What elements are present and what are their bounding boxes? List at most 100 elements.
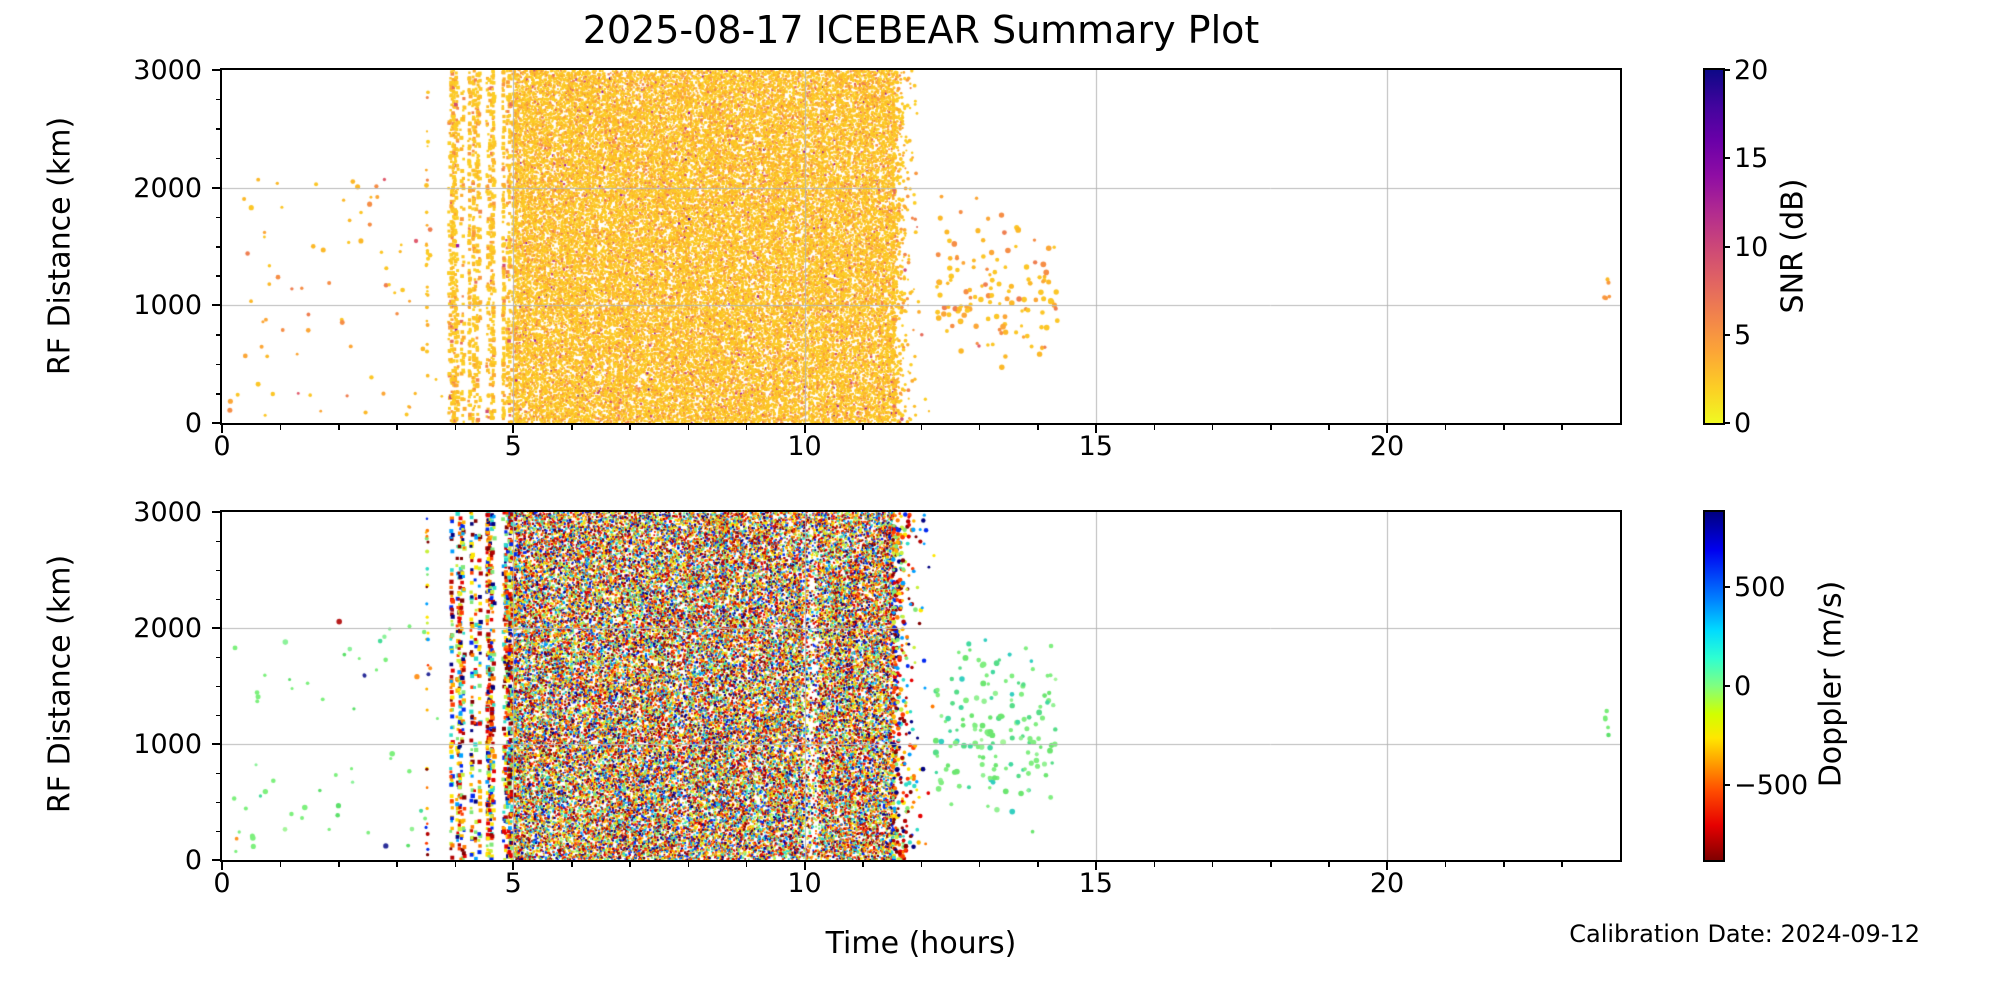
x-minor-tick — [1561, 862, 1563, 867]
x-minor-tick — [571, 862, 573, 867]
x-tick-label: 0 — [213, 431, 231, 462]
colorbar-tick — [1725, 783, 1730, 786]
x-tick-label: 15 — [1078, 431, 1113, 462]
y-minor-tick — [215, 246, 220, 248]
calibration-date-note: Calibration Date: 2024-09-12 — [1569, 920, 1920, 948]
x-minor-tick — [920, 862, 922, 867]
panel-snr — [220, 68, 1622, 425]
y-minor-tick — [215, 157, 220, 160]
colorbar-tick — [1725, 69, 1730, 71]
x-minor-tick — [687, 425, 689, 430]
y-major-tick — [212, 627, 220, 629]
x-tick-label: 20 — [1369, 868, 1405, 899]
snr-colorbar — [1703, 68, 1725, 425]
x-minor-tick — [1444, 862, 1447, 867]
x-tick-label: 20 — [1369, 431, 1405, 462]
x-major-tick — [1094, 862, 1097, 870]
x-minor-tick — [454, 425, 456, 430]
y-major-tick — [212, 743, 220, 745]
panel-doppler — [220, 510, 1622, 862]
y-major-tick — [212, 859, 220, 861]
x-minor-tick — [745, 862, 748, 867]
y-tick-label: 0 — [184, 408, 202, 439]
x-tick-label: 15 — [1078, 868, 1113, 899]
y-tick-label: 1000 — [133, 290, 202, 322]
y-major-tick — [212, 511, 220, 513]
y-major-tick — [212, 422, 220, 424]
colorbar-tick — [1725, 422, 1730, 424]
y-minor-tick — [215, 128, 220, 130]
y-minor-tick — [215, 216, 220, 219]
y-minor-tick — [215, 830, 220, 832]
x-minor-tick — [1270, 862, 1272, 867]
x-minor-tick — [571, 425, 573, 430]
y-tick-label: 2000 — [133, 172, 202, 204]
x-tick-label: 0 — [213, 868, 231, 899]
x-minor-tick — [1328, 425, 1330, 430]
y-minor-tick — [215, 598, 220, 600]
x-minor-tick — [629, 862, 631, 867]
x-minor-tick — [338, 425, 340, 430]
x-minor-tick — [1444, 425, 1447, 430]
x-minor-tick — [862, 862, 864, 867]
x-minor-tick — [279, 862, 282, 867]
x-major-tick — [512, 862, 515, 870]
doppler-y-axis-label: RF Distance (km) — [42, 554, 78, 814]
x-tick-label: 10 — [787, 868, 822, 899]
x-minor-tick — [745, 425, 748, 430]
x-major-tick — [1386, 862, 1388, 870]
x-minor-tick — [396, 425, 398, 430]
colorbar-tick — [1725, 245, 1730, 248]
snr-y-axis-label: RF Distance (km) — [42, 116, 78, 376]
colorbar-tick — [1725, 685, 1730, 687]
x-tick-label: 10 — [787, 431, 822, 462]
x-minor-tick — [1153, 862, 1155, 867]
x-minor-tick — [1211, 425, 1214, 430]
y-minor-tick — [215, 569, 220, 571]
x-tick-label: 5 — [504, 868, 522, 899]
x-major-tick — [221, 862, 223, 870]
x-minor-tick — [629, 425, 631, 430]
y-minor-tick — [215, 801, 220, 803]
x-minor-tick — [338, 862, 340, 867]
y-minor-tick — [215, 393, 220, 395]
x-minor-tick — [1328, 862, 1330, 867]
y-minor-tick — [215, 540, 220, 542]
y-minor-tick — [215, 685, 220, 687]
x-minor-tick — [1503, 425, 1505, 430]
x-minor-tick — [978, 862, 981, 867]
x-major-tick — [221, 425, 223, 433]
x-minor-tick — [862, 425, 864, 430]
doppler-scatter-canvas — [222, 512, 1620, 860]
y-minor-tick — [215, 772, 220, 774]
y-tick-label: 3000 — [133, 497, 202, 528]
snr-scatter-canvas — [222, 70, 1620, 423]
x-axis-label: Time (hours) — [825, 926, 1017, 961]
colorbar-tick-label: 5 — [1734, 319, 1752, 351]
x-minor-tick — [1211, 862, 1214, 867]
colorbar-tick-label: 500 — [1734, 572, 1786, 604]
colorbar-tick-label: −500 — [1734, 769, 1809, 801]
x-minor-tick — [978, 425, 981, 430]
y-minor-tick — [215, 363, 220, 366]
colorbar-tick — [1725, 157, 1730, 160]
x-minor-tick — [1037, 862, 1039, 867]
y-minor-tick — [215, 275, 220, 277]
x-minor-tick — [687, 862, 689, 867]
x-major-tick — [803, 862, 806, 870]
x-minor-tick — [454, 862, 456, 867]
x-minor-tick — [1503, 862, 1505, 867]
y-major-tick — [212, 304, 220, 307]
y-tick-label: 0 — [184, 845, 202, 876]
doppler-colorbar — [1703, 510, 1725, 862]
x-minor-tick — [1270, 425, 1272, 430]
x-minor-tick — [920, 425, 922, 430]
x-major-tick — [1386, 425, 1388, 433]
y-tick-label: 2000 — [133, 613, 202, 644]
x-minor-tick — [1037, 425, 1039, 430]
x-minor-tick — [1153, 425, 1155, 430]
y-major-tick — [212, 69, 220, 71]
colorbar-tick-label: 0 — [1734, 408, 1752, 439]
y-minor-tick — [215, 98, 220, 101]
x-major-tick — [512, 425, 515, 433]
